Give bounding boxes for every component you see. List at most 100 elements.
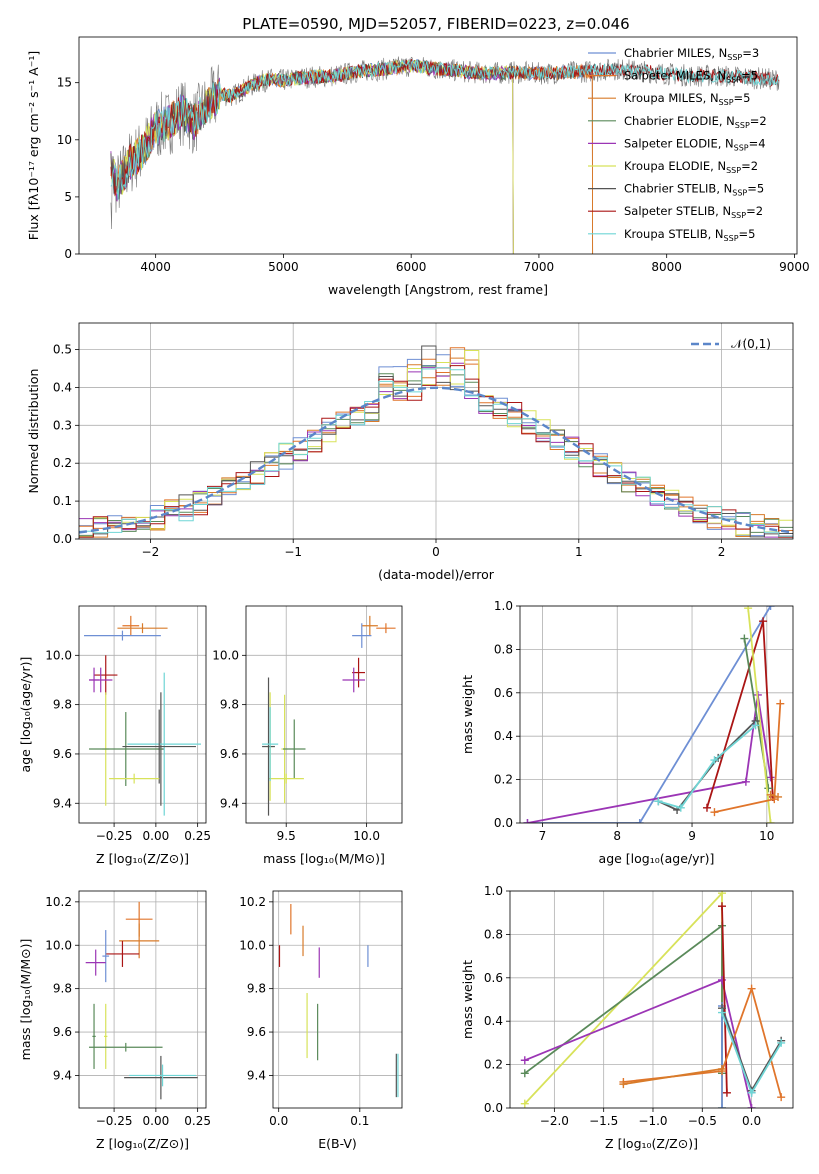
weight-marker bbox=[702, 803, 711, 812]
x-axis-label: wavelength [Angstrom, rest frame] bbox=[328, 282, 548, 297]
axes-mass-vs-Z: −0.25 0.00 0.25 9.4 9.6 9.8 10.0 10.2 Z [log₁₀(Z… bbox=[18, 890, 211, 1151]
weight-marker bbox=[718, 1104, 727, 1108]
y-tick-label: 0.6 bbox=[494, 686, 513, 700]
weight-line bbox=[658, 720, 757, 812]
y-axis-label: Flux [fλ10⁻¹⁷ erg cm⁻² s⁻¹ A⁻¹] bbox=[26, 51, 41, 240]
legend-entry: Chabrier STELIB, NSSP=5 bbox=[624, 182, 764, 198]
legend-entry: Chabrier MILES, NSSP=3 bbox=[624, 46, 759, 62]
plot-area bbox=[262, 615, 396, 816]
x-tick-label: −0.25 bbox=[96, 829, 133, 843]
errorbar-point bbox=[361, 615, 378, 636]
x-tick-label: 10.0 bbox=[353, 829, 380, 843]
weight-marker bbox=[722, 1088, 731, 1097]
legend-entry: Salpeter ELODIE, NSSP=4 bbox=[624, 136, 766, 152]
y-tick-label: 10.2 bbox=[239, 895, 266, 909]
x-tick-label: −1.5 bbox=[589, 1114, 618, 1128]
y-tick-label: 9.6 bbox=[53, 747, 72, 761]
weight-marker bbox=[744, 606, 753, 613]
errorbar-point bbox=[342, 667, 366, 693]
y-tick-label: 0.0 bbox=[53, 532, 72, 546]
y-tick-label: 9.8 bbox=[247, 982, 266, 996]
y-tick-label: 0.1 bbox=[53, 494, 72, 508]
y-tick-label: 10.2 bbox=[45, 895, 72, 909]
weight-marker bbox=[776, 699, 785, 708]
errorbar-point bbox=[102, 930, 110, 983]
weight-marker bbox=[619, 1080, 628, 1089]
x-tick-label: −2.0 bbox=[540, 1114, 569, 1128]
x-axis-label: age [log₁₀(age/yr)] bbox=[599, 851, 715, 866]
y-tick-label: 10.0 bbox=[45, 938, 72, 952]
y-tick-label: 1.0 bbox=[484, 884, 503, 898]
axes-frame bbox=[78, 322, 794, 540]
errorbar-point bbox=[104, 1003, 108, 1069]
weight-marker bbox=[751, 721, 760, 730]
model-line-kroupa-elodie bbox=[110, 59, 514, 254]
x-axis-label: mass [log₁₀(M/M⊙)] bbox=[263, 851, 385, 866]
weight-marker bbox=[766, 773, 775, 782]
x-tick-label: 0.25 bbox=[184, 829, 211, 843]
weight-marker bbox=[710, 808, 719, 817]
x-tick-label: 0.00 bbox=[143, 829, 170, 843]
axes-frame bbox=[509, 890, 794, 1109]
y-tick-label: 10.0 bbox=[239, 938, 266, 952]
x-tick-label: 8000 bbox=[651, 260, 682, 274]
errorbar-point bbox=[89, 712, 163, 787]
y-tick-label: 10.0 bbox=[212, 648, 239, 662]
errorbar-point bbox=[89, 1042, 163, 1052]
errorbar-point bbox=[262, 707, 279, 782]
y-axis-label: mass [log₁₀(M/M⊙)] bbox=[18, 939, 33, 1061]
x-tick-label: −1 bbox=[284, 545, 302, 559]
x-tick-label: 9 bbox=[688, 829, 696, 843]
weight-marker bbox=[718, 891, 727, 898]
y-tick-label: 0.4 bbox=[484, 1014, 503, 1028]
x-tick-label: 1 bbox=[575, 545, 583, 559]
y-tick-label: 9.6 bbox=[247, 1025, 266, 1039]
weight-marker bbox=[766, 819, 775, 823]
weight-line bbox=[623, 1068, 723, 1085]
axes-age-vs-mass: 9.5 10.0 9.4 9.6 9.8 10.0 mass [log₁₀(M/M⊙)] bbox=[212, 605, 403, 866]
normal-reference-curve bbox=[79, 386, 793, 534]
weight-marker bbox=[718, 902, 727, 911]
errorbar-point bbox=[268, 773, 304, 784]
axes-frame bbox=[78, 605, 207, 824]
x-axis-label: Z [log₁₀(Z/Z⊙)] bbox=[96, 851, 189, 866]
x-axis-label: (data-model)/error bbox=[378, 567, 495, 582]
x-axis-label: Z [log₁₀(Z/Z⊙)] bbox=[96, 1136, 189, 1151]
weight-marker bbox=[710, 756, 719, 765]
weight-line bbox=[658, 724, 757, 809]
legend-entry: Kroupa MILES, NSSP=5 bbox=[624, 91, 750, 107]
axes-age-vs-Z: −0.25 0.00 0.25 9.4 9.6 9.8 10.0 Z [log₁₀(Z/Z⊙)… bbox=[18, 605, 211, 866]
axes-mass-weight-vs-Z: −2.0 −1.5 −1.0 −0.5 0.0 0.0 0.2 0.4 0.6 0.8 1.0 Z [… bbox=[460, 884, 794, 1151]
x-tick-label: 2 bbox=[718, 545, 726, 559]
y-tick-label: 0.6 bbox=[484, 971, 503, 985]
plot-area bbox=[278, 904, 399, 1098]
figure-title: PLATE=0590, MJD=52057, FIBERID=0223, z=0… bbox=[242, 15, 629, 33]
x-tick-label: 7 bbox=[539, 829, 547, 843]
y-tick-label: 0.0 bbox=[484, 1101, 503, 1115]
x-tick-label: 4000 bbox=[140, 260, 171, 274]
errorbar-point bbox=[119, 923, 160, 959]
model-line-chabrier-elodie bbox=[110, 59, 514, 254]
plot-area bbox=[85, 901, 198, 1100]
x-tick-label: 0.0 bbox=[742, 1114, 761, 1128]
x-tick-label: −0.25 bbox=[96, 1114, 133, 1128]
plot-area bbox=[520, 891, 786, 1108]
axes-mass-vs-EBV: 0.0 0.1 9.4 9.6 9.8 10.0 10.2 E(B-V) bbox=[239, 890, 403, 1151]
errorbar-point bbox=[92, 1003, 96, 1069]
weight-marker bbox=[718, 1064, 727, 1073]
weight-line bbox=[527, 694, 772, 823]
weight-line bbox=[524, 978, 753, 1108]
legend-entry: Salpeter MILES, NSSP=5 bbox=[624, 69, 758, 85]
errorbar-point bbox=[124, 1055, 198, 1100]
legend-entry: Kroupa ELODIE, NSSP=2 bbox=[624, 159, 758, 175]
axes-frame bbox=[78, 36, 798, 255]
plot-area bbox=[79, 345, 793, 538]
weight-marker bbox=[766, 790, 775, 799]
legend-entry: 𝒩(0,1) bbox=[731, 337, 771, 351]
y-tick-label: 9.4 bbox=[247, 1068, 266, 1082]
y-tick-label: 9.4 bbox=[53, 1068, 72, 1082]
y-tick-label: 0.8 bbox=[494, 642, 513, 656]
y-tick-label: 9.8 bbox=[220, 698, 239, 712]
